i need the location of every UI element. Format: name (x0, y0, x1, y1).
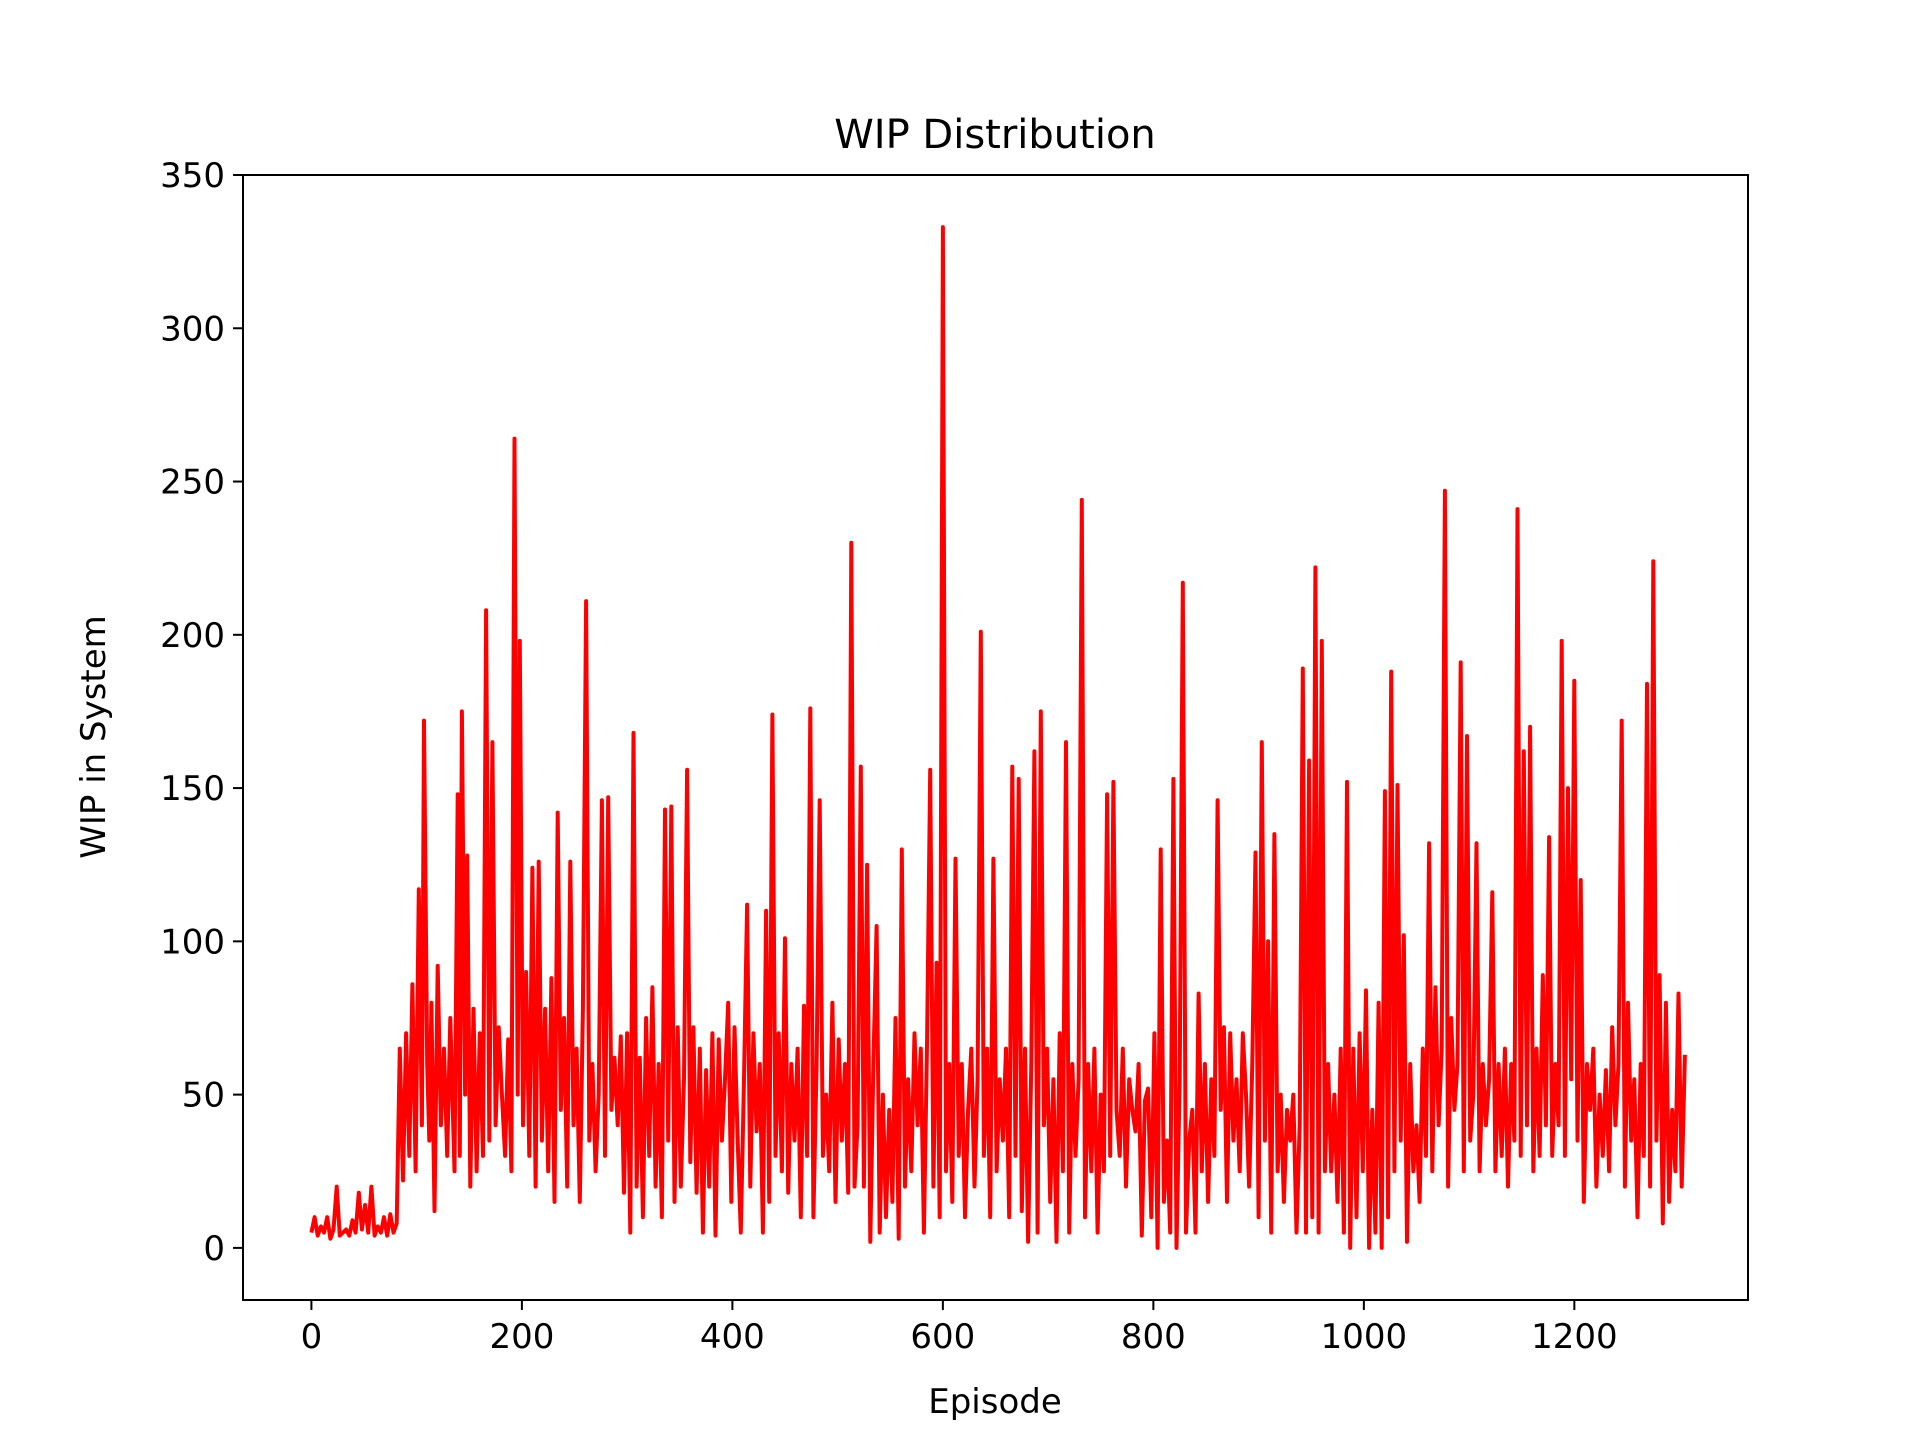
chart-title: WIP Distribution (834, 112, 1156, 158)
x-tick-label: 1200 (1531, 1317, 1618, 1357)
y-tick-label: 350 (160, 156, 225, 196)
series-line-0 (309, 225, 1687, 1250)
y-axis-label: WIP in System (74, 615, 114, 859)
y-tick-label: 100 (160, 922, 225, 962)
y-tick-label: 250 (160, 463, 225, 503)
y-tick-label: 200 (160, 616, 225, 656)
x-axis-label: Episode (928, 1382, 1062, 1422)
series-layer (309, 225, 1687, 1250)
y-tick-label: 50 (182, 1076, 225, 1116)
y-tick-label: 0 (203, 1229, 225, 1269)
y-tick-label: 300 (160, 309, 225, 349)
x-axis: 0 200 400 600 800 1000 1200 (301, 1300, 1618, 1357)
x-tick-label: 1000 (1321, 1317, 1408, 1357)
x-tick-label: 200 (489, 1317, 554, 1357)
plot-area-frame (242, 174, 1749, 1301)
y-axis: 0 50 100 150 200 250 300 350 (160, 156, 243, 1269)
x-tick-label: 0 (301, 1317, 323, 1357)
x-tick-label: 600 (910, 1317, 975, 1357)
x-tick-label: 400 (700, 1317, 765, 1357)
x-tick-label: 800 (1121, 1317, 1186, 1357)
y-tick-label: 150 (160, 769, 225, 809)
